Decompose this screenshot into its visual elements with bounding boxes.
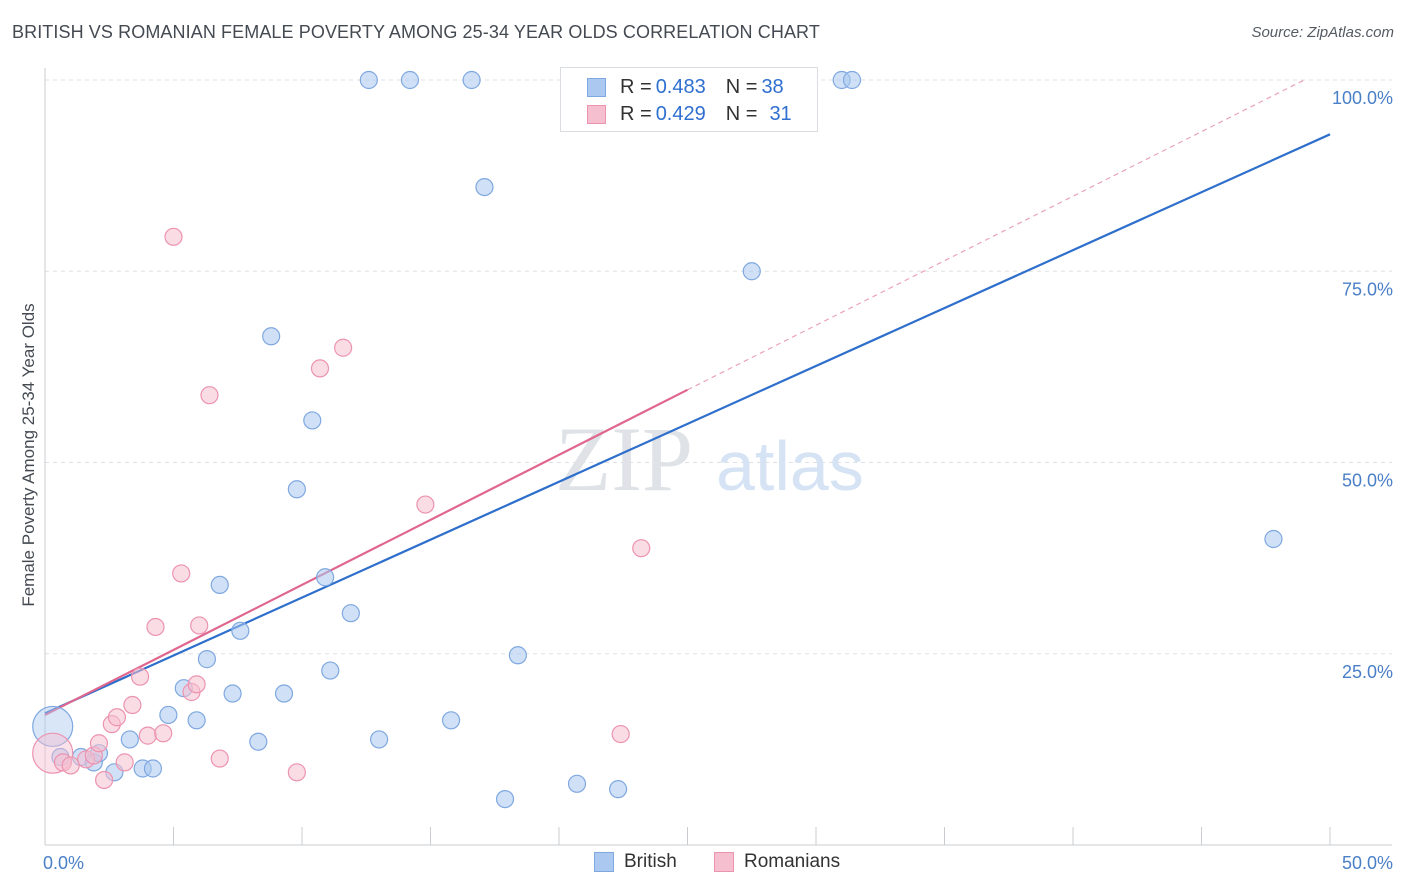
point-romanians-8 (107, 708, 127, 727)
series-legend-swatch-british (594, 852, 614, 872)
point-british-26 (400, 70, 420, 90)
x-tick-label-1: 50.0% (1342, 853, 1393, 873)
point-romanians-9 (115, 753, 134, 772)
legend-british-n-value: 38 (761, 75, 784, 98)
point-romanians-15 (164, 227, 183, 246)
point-romanians-5 (89, 734, 109, 753)
point-british-20 (303, 411, 322, 430)
y-tick-label-2: 75.0% (1342, 279, 1393, 299)
series-legend-label-romanians: Romanians (744, 851, 841, 872)
legend: R = 0.483 N = 38 R = 0.429 N = 31 (560, 67, 818, 132)
point-romanians-25 (416, 495, 435, 514)
point-romanians-20 (200, 386, 219, 405)
trend-lines (44, 79, 1331, 716)
series-legend-swatch-romanians (714, 852, 734, 872)
point-british-11 (187, 711, 206, 730)
point-british-27 (441, 711, 461, 730)
legend-swatch-british (587, 77, 606, 97)
legend-romanians-n-value: 31 (769, 102, 792, 125)
point-british-36 (842, 70, 862, 90)
point-british-24 (359, 70, 378, 90)
grid-lines (45, 79, 1392, 655)
point-british-37 (1264, 529, 1283, 549)
point-romanians-22 (287, 763, 306, 782)
point-british-16 (249, 732, 268, 751)
point-british-31 (508, 646, 527, 665)
point-romanians-21 (210, 749, 229, 768)
legend-romanians-n-label: N = (725, 102, 758, 125)
point-romanians-6 (95, 770, 114, 790)
legend-romanians-r-value: 0.429 (655, 102, 706, 125)
point-romanians-27 (632, 539, 651, 558)
chart-title: BRITISH VS ROMANIAN FEMALE POVERTY AMONG… (12, 22, 820, 42)
point-british-30 (495, 789, 515, 809)
point-british-8 (143, 759, 163, 778)
data-points (32, 70, 1283, 809)
series-legend: British Romanians (0, 851, 1406, 879)
axes (44, 68, 1392, 846)
point-british-25 (370, 730, 389, 749)
legend-swatch-romanians (587, 104, 606, 124)
point-romanians-13 (146, 617, 165, 637)
series-legend-label-british: British (624, 851, 677, 872)
point-british-13 (210, 575, 229, 595)
series-legend-british: British (594, 851, 677, 873)
y-tick-label-1: 50.0% (1342, 471, 1393, 491)
series-legend-romanians: Romanians (714, 851, 840, 873)
point-british-34 (742, 262, 761, 281)
point-romanians-10 (123, 695, 142, 715)
point-british-21 (316, 568, 335, 587)
point-british-32 (567, 774, 587, 793)
point-british-9 (159, 705, 178, 725)
point-romanians-19 (190, 616, 209, 635)
point-romanians-18 (187, 675, 206, 694)
point-british-6 (120, 730, 139, 749)
point-british-19 (287, 480, 306, 499)
tick-labels: 25.0% 50.0% 75.0% 100.0% 0.0% 50.0% (43, 88, 1393, 873)
trend-line-romanians-extension (687, 79, 1305, 391)
y-tick-label-0: 25.0% (1342, 662, 1393, 682)
legend-row-british: R = 0.483 N = 38 (587, 74, 784, 100)
legend-row-romanians: R = 0.429 N = 31 (587, 101, 792, 127)
watermark-atlas: atlas (716, 427, 864, 505)
y-axis-label: Female Poverty Among 25-34 Year Olds (19, 303, 38, 606)
watermark-zip: ZIP (555, 408, 693, 510)
source-label: Source: ZipAtlas.com (1251, 24, 1394, 41)
point-british-33 (609, 780, 628, 799)
trend-line-british (44, 133, 1331, 715)
legend-british-n-label: N = (725, 75, 758, 98)
x-tick-label-0: 0.0% (43, 853, 84, 873)
point-british-18 (274, 684, 294, 703)
y-tick-label-3: 100.0% (1332, 88, 1393, 108)
legend-british-r-label: R = (620, 75, 652, 98)
point-romanians-12 (138, 726, 157, 745)
point-romanians-26 (611, 724, 630, 744)
trend-line-romanians (44, 388, 688, 716)
point-romanians-24 (334, 338, 353, 357)
legend-romanians-r-label: R = (620, 102, 652, 125)
point-british-17 (262, 327, 281, 346)
point-romanians-14 (154, 724, 173, 743)
point-british-22 (321, 661, 340, 680)
point-british-29 (475, 178, 494, 197)
point-romanians-23 (310, 359, 330, 378)
point-british-28 (462, 70, 481, 90)
point-romanians-11 (130, 667, 150, 686)
point-british-12 (197, 650, 217, 669)
point-british-23 (341, 604, 360, 623)
point-romanians-2 (61, 756, 80, 775)
legend-british-r-value: 0.483 (655, 75, 706, 98)
point-romanians-16 (172, 564, 191, 583)
point-british-14 (223, 684, 242, 703)
point-british-15 (231, 621, 250, 640)
watermark: ZIP atlas (555, 408, 864, 510)
